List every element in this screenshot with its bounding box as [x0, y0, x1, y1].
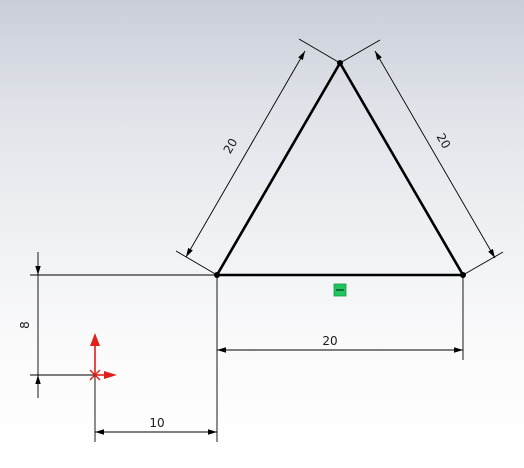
- extension-line: [175, 250, 218, 276]
- extension-line: [462, 251, 504, 276]
- triangle[interactable]: [214, 60, 466, 278]
- dimension-height-offset[interactable]: 8: [18, 252, 217, 398]
- triangle-right-edge[interactable]: [338, 62, 465, 276]
- dimension-line: [185, 50, 306, 258]
- dimension-base[interactable]: 20: [216, 275, 464, 360]
- dimension-height-offset-value[interactable]: 8: [18, 321, 32, 329]
- origin-axes-icon[interactable]: [89, 333, 117, 381]
- extension-line: [339, 39, 381, 64]
- dimension-left-side[interactable]: 20: [175, 38, 341, 276]
- dimension-right-side-value[interactable]: 20: [434, 131, 454, 151]
- dimension-base-value[interactable]: 20: [322, 334, 337, 348]
- dimension-horizontal-offset-value[interactable]: 10: [149, 416, 164, 430]
- dimension-left-side-value[interactable]: 20: [221, 136, 241, 156]
- extension-line: [298, 38, 341, 64]
- horizontal-relation-icon[interactable]: [333, 283, 347, 297]
- dimension-line: [374, 50, 496, 259]
- triangle-left-edge[interactable]: [215, 62, 342, 276]
- dimension-horizontal-offset[interactable]: 10: [94, 360, 218, 442]
- dimension-right-side[interactable]: 20: [339, 39, 504, 276]
